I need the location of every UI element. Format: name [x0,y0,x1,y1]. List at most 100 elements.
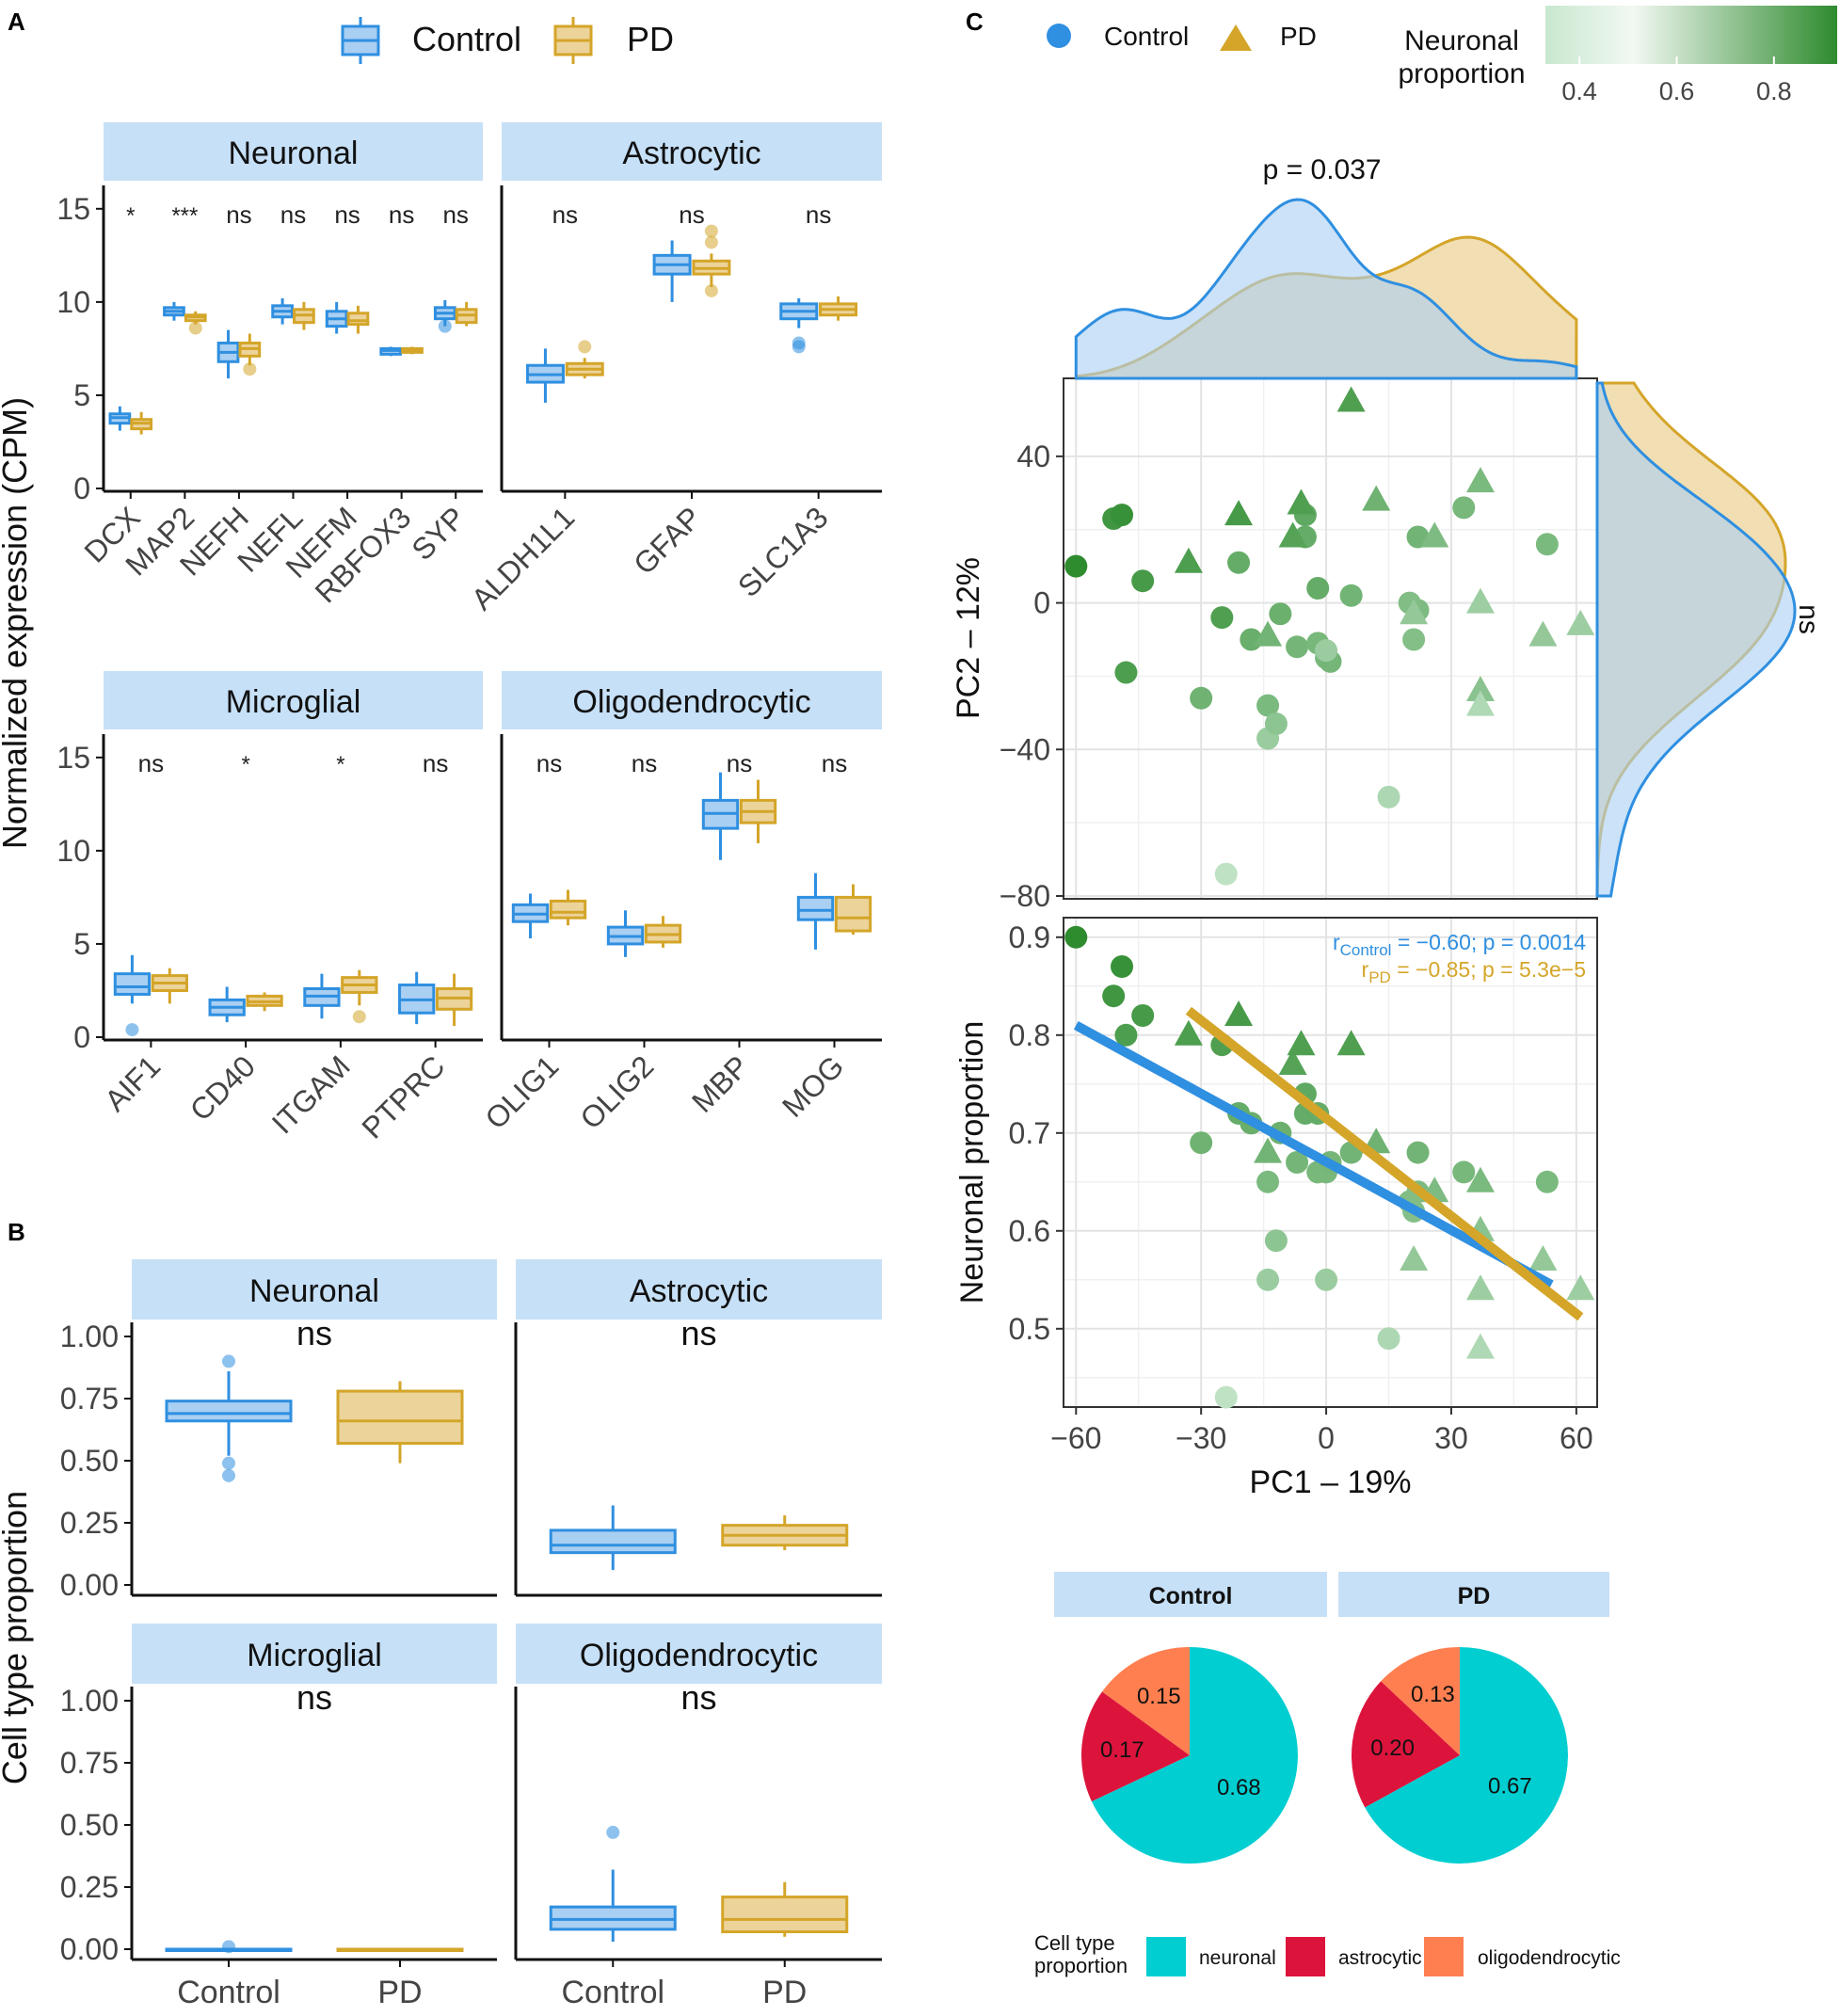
panel-a-box-pd-ptprc [435,973,473,1027]
corr-annot-pd-sub: PD [1368,968,1391,986]
pca-ytick-label: 0 [1033,586,1050,620]
panel-a-sig-nefl: ns [280,200,306,229]
panel-b-xtick-label-pd: PD [762,1975,807,2010]
panel-a-sig-aldh1l1: ns [552,200,578,229]
panel-a-gene-mog: ns MOG [776,749,872,1124]
pca-point-pd-6 [1362,485,1391,511]
panel-a-box-pd-mog [834,884,872,936]
corr-point-control-0 [1064,925,1088,949]
pie-strip-title: Control [1149,1583,1233,1609]
panel-a-box-pd-aldh1l1 [565,358,604,379]
panel-b-strip-astrocytic [516,1259,882,1320]
legend-a-pd-key [553,17,593,64]
corr-annot-control-sub: Control [1340,941,1392,959]
corr-point-control-9 [1256,1268,1280,1291]
panel-label-c: C [966,8,984,36]
panel-a-ytick-label: 15 [56,192,90,226]
pca-point-control-0 [1064,554,1088,578]
panel-a-strip-title: Neuronal [229,136,359,171]
corr-point-control-26 [1535,1170,1559,1193]
pca-point-control-4 [1131,569,1155,593]
panel-b-facet-neuronal: Neuronal 0.00 0.25 0.50 0.75 1.00 ns [60,1259,497,1602]
panel-a-sig-dcx: * [126,203,135,229]
panel-a-gene-aldh1l1: ns ALDH1L1 [465,200,604,616]
pca-ytick-label: 40 [1016,440,1050,473]
pie-slice-pd-neuronal [1365,1647,1568,1864]
panel-a-box-control-syp [433,299,456,327]
panel-a-box-pd-rbfox3 [401,346,424,355]
corr-point-control-27 [1315,1268,1338,1291]
panel-a-gene-label-aldh1l1: ALDH1L1 [465,500,582,616]
panel-a-gene-label-mbp: MBP [685,1048,755,1118]
pca-point-control-7 [1227,551,1251,574]
panel-a-strip-title: Oligodendrocytic [572,684,810,720]
panel-a-box-pd-itgam [341,969,378,1006]
panel-a-box-control-aif1 [113,954,152,1004]
panel-b-ytick-label: 0.75 [60,1382,119,1416]
panel-label-a: A [8,8,25,36]
panel-b-box-control [549,1869,677,1943]
panel-b-strip-title: Neuronal [249,1273,379,1309]
panel-a-sig-rbfox3: ns [389,200,414,229]
panel-a-ytick-label: 5 [73,378,90,412]
panel-a-ytick-label: 0 [73,1020,90,1054]
panel-a-box-pd-mog-iqr [834,895,872,933]
panel-a-gene-label-aif1: AIF1 [98,1048,167,1117]
corr-ytick-label: 0.9 [1009,920,1050,954]
panel-a-box-control-aif1-iqr [113,972,152,996]
corr-point-control-25 [1452,1160,1476,1184]
corr-annot-pd-rest: = −0.85; p = 5.3e−5 [1391,957,1586,982]
panel-b-sig: ns [296,1314,332,1352]
pca-point-control-22 [1402,628,1426,651]
panel-b-facet-oligodendrocytic: Oligodendrocytic ns Control PD [514,1624,882,2010]
panel-a-gene-gfap: ns GFAP [627,200,731,581]
panel-a-gene-olig2: ns OLIG2 [573,749,682,1136]
panel-a-gene-ptprc: ns PTPRC [355,749,473,1145]
panel-b-ytick-label: 1.00 [60,1320,119,1353]
panel-b-box-pd [336,1947,464,1952]
pca-ytick-label: −80 [1000,879,1050,913]
panel-b-strip-neuronal [132,1259,497,1320]
corr-annot-pd-r: r [1362,957,1369,982]
corr-point-control-12 [1286,1151,1309,1174]
pca-ylabel: PC2 – 12% [951,557,986,719]
corr-annot-control-rest: = −0.60; p = 0.0014 [1391,930,1586,954]
panel-a-ytick-label: 0 [73,472,90,505]
panel-a-box-pd-olig1 [549,889,587,926]
panel-a-facet-astrocytic: Astrocytic ns ALDH1L1 ns GFAP ns SLC1A3 [465,122,882,616]
pca-point-control-3 [1114,661,1138,684]
corr-xtick-label: 30 [1434,1421,1468,1455]
corr-point-control-1 [1102,984,1126,1008]
panel-a-box-control-ptprc [398,971,436,1025]
legend-c-gradient-tick-label: 0.6 [1659,77,1695,105]
corr-xtick-label: 60 [1560,1421,1593,1455]
corr-annot-control: rControl = −0.60; p = 0.0014 [1333,930,1586,959]
panel-b-control-outlier-0 [222,1940,235,1954]
legend-a-pd-label: PD [627,20,674,58]
panel-a-facet-microglial: Microglial 0 5 10 15 ns AIF1 * CD40 * ITGAM ns PTPRC [56,671,483,1145]
pca-point-pd-4 [1254,620,1283,647]
correlation-scatter: 0.5 0.6 0.7 0.8 0.9 −60 −30 0 30 60 Neuronal propo… [954,917,1598,1500]
pie-label-control-neuronal: 0.68 [1217,1775,1261,1800]
panel-b-ytick-label: 0.25 [60,1870,119,1904]
panel-b-control-outlier-0 [222,1354,235,1368]
panel-b-box-control [549,1505,677,1571]
panel-a-box-control-rbfox3 [379,346,403,357]
pie-slice-pd-astrocytic [1352,1681,1460,1808]
pie-slice-control-neuronal [1091,1647,1298,1864]
pie-label-pd-oligodendrocytic: 0.13 [1411,1682,1455,1707]
pie-label-pd-neuronal: 0.67 [1488,1774,1532,1800]
corr-fit-control [1073,1021,1554,1289]
panel-a-sig-mog: ns [822,749,847,777]
corr-ytick-label: 0.8 [1009,1018,1050,1052]
panel-a-sig-map2: *** [171,203,198,229]
pie-label-pd-astrocytic: 0.20 [1370,1736,1415,1761]
density-top: p = 0.037 [1074,154,1578,380]
panel-a-ytick-label: 5 [73,927,90,961]
corr-ylabel: Neuronal proportion [954,1021,990,1304]
corr-point-control-23 [1406,1141,1430,1164]
panel-a-box-control-itgam [303,973,341,1019]
corr-ytick-label: 0.6 [1009,1214,1050,1248]
panel-b-box-control [165,1370,293,1456]
